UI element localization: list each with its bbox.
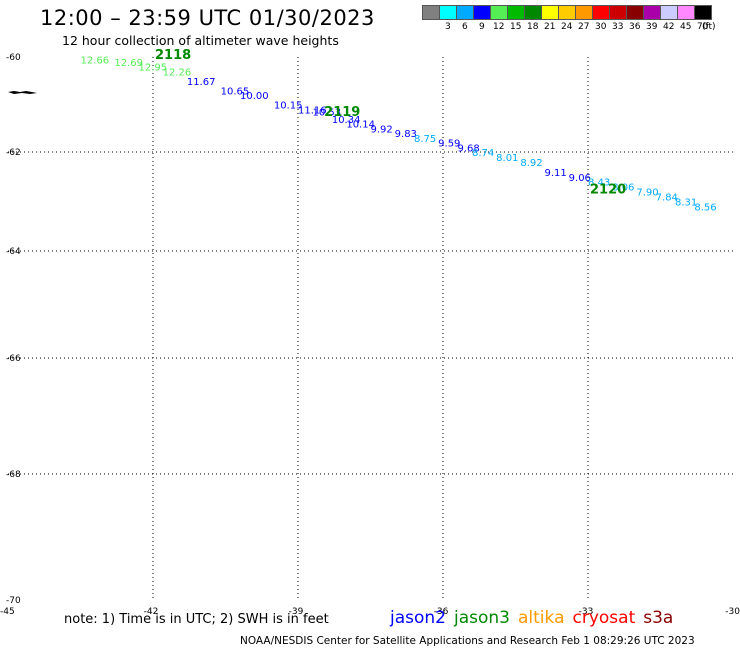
color-legend-label: 6 <box>462 22 468 32</box>
wave-height-value: 12.69 <box>114 58 143 69</box>
lat-tick-label: -64 <box>6 247 21 257</box>
satellite-s3a: s3a <box>643 608 674 628</box>
wave-height-value: 9.59 <box>438 139 460 150</box>
color-legend-label: 70 <box>697 22 709 32</box>
wave-height-value: 10.53 <box>313 108 342 119</box>
wave-height-value: 10.14 <box>346 120 375 131</box>
color-legend-label: 12 <box>493 22 505 32</box>
wave-height-value: 10.65 <box>221 86 250 97</box>
wave-height-value: 11.16 <box>298 105 327 116</box>
map-subtitle: 12 hour collection of altimeter wave hei… <box>62 33 339 48</box>
lon-tick-label: -42 <box>144 607 159 617</box>
map-grid <box>8 57 733 600</box>
lon-corner-label: -45 <box>0 607 15 617</box>
lat-tick-label: -68 <box>6 470 21 480</box>
color-legend-label: 27 <box>578 22 590 32</box>
color-legend-label: 18 <box>527 22 539 32</box>
color-legend-label: 36 <box>629 22 641 32</box>
color-legend-label: (ft) <box>702 22 716 32</box>
wave-height-value: 8.06 <box>612 183 634 194</box>
wave-height-value: 10.34 <box>332 115 361 126</box>
wave-height-value: 10.15 <box>274 101 303 112</box>
lon-tick-label: -36 <box>434 607 449 617</box>
wave-height-value: 8.92 <box>520 158 542 169</box>
wave-height-value: 12.95 <box>139 63 168 74</box>
wave-height-value: 9.92 <box>371 124 393 135</box>
satellite-jason2: jason2 <box>390 608 446 628</box>
color-legend-label: 15 <box>510 22 522 32</box>
wave-height-value: 9.83 <box>395 129 417 140</box>
wave-height-value: 8.56 <box>694 202 716 213</box>
wave-height-value: 9.11 <box>545 168 567 179</box>
lat-tick-label: -70 <box>6 596 21 606</box>
lon-tick-label: -33 <box>579 607 594 617</box>
lat-tick-label: -60 <box>6 53 21 63</box>
lat-tick-label: -66 <box>6 354 21 364</box>
wave-height-value: 8.31 <box>675 198 697 209</box>
note-text: note: 1) Time is in UTC; 2) SWH is in fe… <box>64 612 329 627</box>
wave-height-value: 9.06 <box>569 173 591 184</box>
island-outline <box>8 91 37 94</box>
credit-line: NOAA/NESDIS Center for Satellite Applica… <box>240 635 695 647</box>
color-legend-label: 24 <box>561 22 573 32</box>
wave-height-value: 9.68 <box>458 143 480 154</box>
wave-height-value: 11.67 <box>187 77 216 88</box>
wave-height-value: 8.01 <box>496 153 518 164</box>
color-legend-label: 9 <box>479 22 485 32</box>
color-legend-label: 42 <box>663 22 675 32</box>
axis-tick-labels: -60 -62 -64 -66 -68 -70 -42 -39 -36 -33 -45 -30 <box>0 53 740 617</box>
pass-number: 2119 <box>324 105 360 120</box>
color-legend-label: 45 <box>680 22 692 32</box>
pass-number: 2120 <box>590 183 626 198</box>
color-legend-label: 30 <box>595 22 607 32</box>
pass-number-labels: 2118 2119 2120 <box>155 48 626 198</box>
color-swatch <box>694 5 712 20</box>
color-legend-label: 21 <box>544 22 556 32</box>
wave-height-value: 8.75 <box>414 134 436 145</box>
satellite-cryosat: cryosat <box>572 608 636 628</box>
color-legend-label: 39 <box>646 22 658 32</box>
color-legend-label: 3 <box>445 22 451 32</box>
satellite-legend: jason2 jason3 altika cryosat s3a <box>390 608 681 628</box>
satellite-jason3: jason3 <box>454 608 510 628</box>
color-legend-label: 33 <box>612 22 624 32</box>
wave-height-value: 12.26 <box>163 67 192 78</box>
wave-height-value: 7.90 <box>636 188 658 199</box>
color-legend <box>422 5 712 20</box>
wave-height-value: 7.84 <box>656 193 678 204</box>
wave-height-value: 8.43 <box>588 178 610 189</box>
pass-number: 2118 <box>155 48 191 63</box>
lat-tick-label: -62 <box>6 148 21 158</box>
lon-tick-label: -39 <box>289 607 304 617</box>
wave-height-value: 8.74 <box>472 148 494 159</box>
lon-corner-label: -30 <box>725 607 740 617</box>
map-title: 12:00 – 23:59 UTC 01/30/2023 <box>40 6 375 30</box>
satellite-altika: altika <box>518 608 565 628</box>
wave-height-value: 12.66 <box>81 55 110 66</box>
wave-height-value: 10.00 <box>240 91 269 102</box>
